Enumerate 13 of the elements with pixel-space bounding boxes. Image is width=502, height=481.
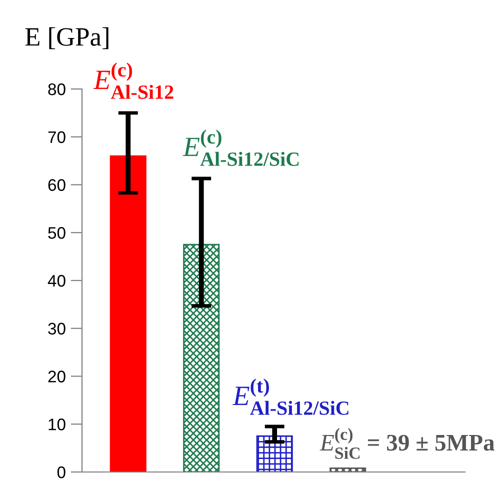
y-tick-label: 50 [48,227,66,239]
y-tick-label: 60 [48,179,66,191]
y-tick-label: 0 [57,466,66,478]
bar [256,435,293,472]
y-axis-title: E [GPa] [25,27,108,50]
bar [183,244,220,472]
y-tick-label: 70 [48,131,66,144]
y-tick-label: 80 [48,83,66,96]
y-tick-label: 10 [48,418,66,430]
y-tick-label: 20 [48,370,66,382]
y-tick-label: 40 [48,274,66,287]
bar [110,155,146,472]
y-tick-label: 30 [48,322,66,335]
